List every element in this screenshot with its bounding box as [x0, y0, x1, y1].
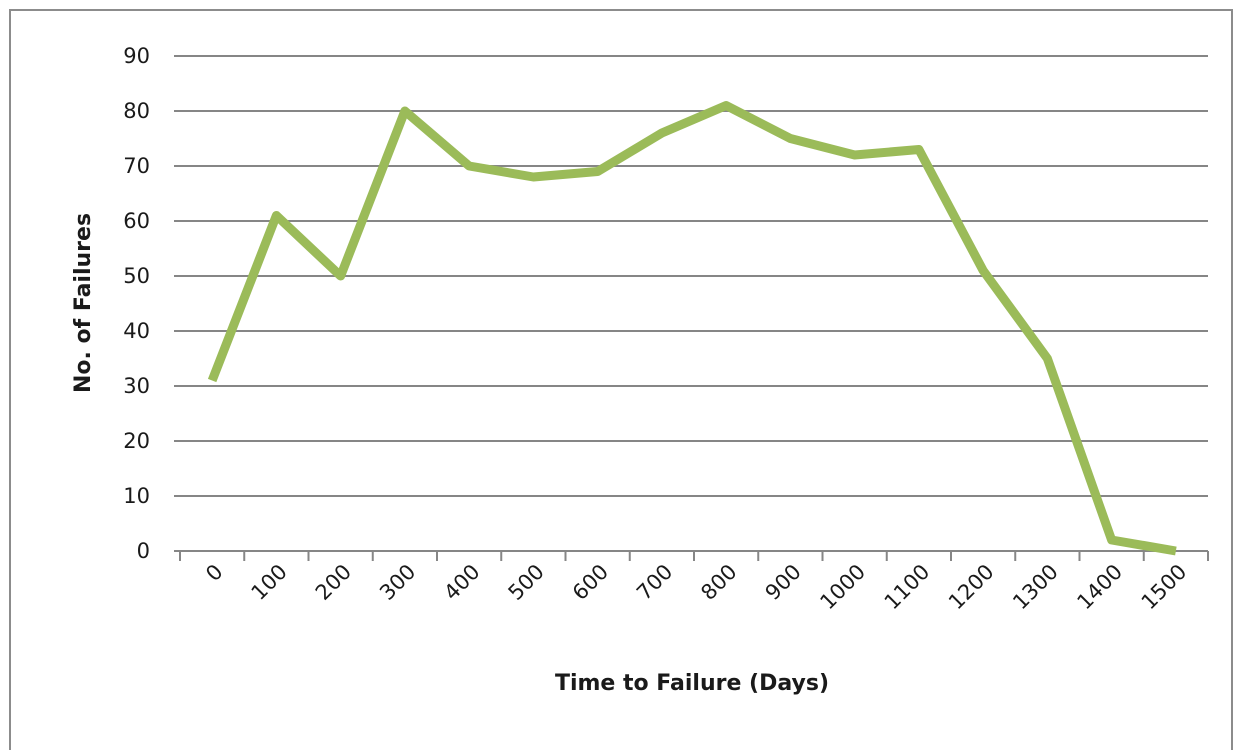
x-tick-label: 1300 [1008, 560, 1063, 615]
y-tick-label: 40 [123, 319, 150, 343]
y-tick-label: 70 [123, 154, 150, 178]
y-tick-label: 90 [123, 44, 150, 68]
x-tick-label: 1000 [815, 560, 870, 615]
y-tick-label: 0 [137, 539, 150, 563]
y-tick-label: 50 [123, 264, 150, 288]
x-tick-label: 0 [201, 560, 227, 586]
x-tick-label: 700 [632, 560, 677, 605]
x-tick-label: 800 [696, 560, 741, 605]
x-tick-label: 900 [761, 560, 806, 605]
x-tick-label: 600 [568, 560, 613, 605]
y-axis-title: No. of Failures [71, 213, 96, 393]
y-tick-label: 30 [123, 374, 150, 398]
x-tick-label: 1100 [880, 560, 935, 615]
x-tick-label: 1200 [944, 560, 999, 615]
y-tick-label: 10 [123, 484, 150, 508]
x-tick-label: 400 [439, 560, 484, 605]
x-tick-label: 500 [504, 560, 549, 605]
x-tick-label: 1500 [1137, 560, 1192, 615]
x-tick-label: 1400 [1072, 560, 1127, 615]
y-tick-label: 20 [123, 429, 150, 453]
x-tick-label: 100 [247, 560, 292, 605]
x-tick-label: 200 [311, 560, 356, 605]
y-tick-label: 60 [123, 209, 150, 233]
x-tick-label: 300 [375, 560, 420, 605]
x-axis-title: Time to Failure (Days) [555, 671, 829, 696]
data-line [207, 101, 1177, 556]
y-tick-label: 80 [123, 99, 150, 123]
chart-border [9, 9, 1233, 754]
